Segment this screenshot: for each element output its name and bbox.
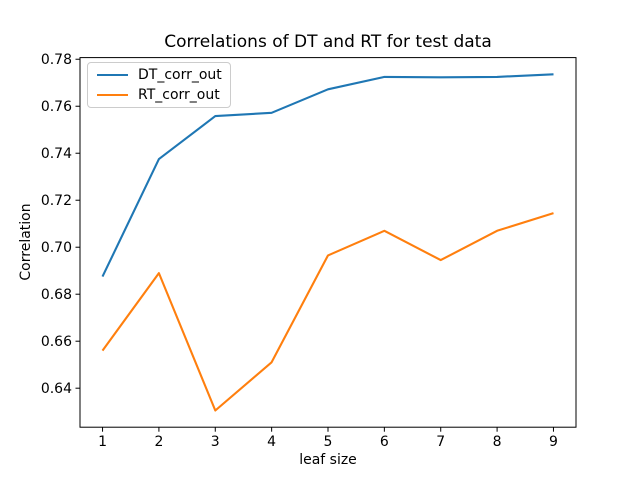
y-tick-label: 0.70 (41, 240, 72, 256)
y-tick-label: 0.76 (41, 99, 72, 115)
legend: DT_corr_out RT_corr_out (87, 62, 231, 108)
y-tick-label: 0.64 (41, 381, 72, 397)
y-tick-label: 0.72 (41, 193, 72, 209)
x-tick-label: 3 (211, 434, 220, 450)
series-line-rt-corr-out (101, 212, 554, 412)
x-tick-label: 2 (154, 434, 163, 450)
legend-item-rt-corr-out: RT_corr_out (97, 86, 222, 104)
y-tick-label: 0.66 (41, 334, 72, 350)
y-tick-label: 0.78 (41, 52, 72, 68)
x-tick-label: 7 (436, 434, 445, 450)
x-tick-label: 5 (324, 434, 333, 450)
rt-line-swatch-icon (97, 94, 128, 96)
plot-area: 1 2 3 4 5 6 7 8 9 0.64 0.66 0.68 0.70 0.72 0.74 0.76 0.7… (41, 52, 577, 450)
axes-frame (79, 57, 577, 428)
x-axis-label: leaf size (299, 452, 357, 468)
legend-label-rt-corr-out: RT_corr_out (138, 87, 220, 103)
legend-item-dt-corr-out: DT_corr_out (97, 66, 222, 84)
series-line-dt-corr-out (101, 73, 554, 278)
chart-title: Correlations of DT and RT for test data (164, 32, 492, 52)
x-tick-label: 8 (493, 434, 502, 450)
x-tick-label: 1 (98, 434, 107, 450)
x-tick-label: 6 (380, 434, 389, 450)
legend-label-dt-corr-out: DT_corr_out (138, 67, 222, 83)
y-axis-label: Correlation (18, 203, 34, 280)
x-tick-label: 4 (267, 434, 276, 450)
x-tick-label: 9 (549, 434, 558, 450)
dt-line-swatch-icon (97, 74, 128, 76)
y-tick-label: 0.68 (41, 287, 72, 303)
y-tick-label: 0.74 (41, 146, 72, 162)
